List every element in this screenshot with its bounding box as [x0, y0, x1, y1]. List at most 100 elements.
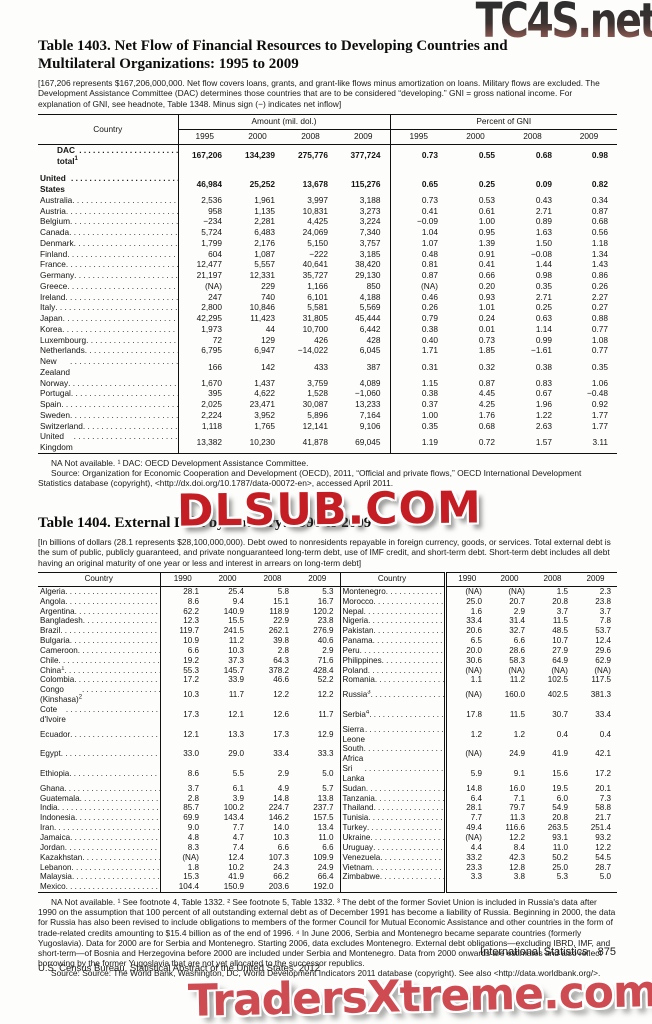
table-row: Algeria 28.1 25.4 5.8 5.3 Montenegro (NA) (NA) 1…: [38, 586, 617, 597]
country-cell: Jordan: [38, 842, 161, 853]
value-cell: 1.43: [591, 259, 609, 270]
value-cell: 12.6: [273, 709, 289, 719]
dot-leader: [60, 626, 159, 636]
value-cell: 24.9: [317, 862, 334, 872]
table-row: Indonesia 69.9 143.4 146.2 157.5 Tunisia 7.7 11…: [38, 813, 617, 824]
value-cell: 4,622: [254, 388, 275, 399]
country-cell: Thailand: [339, 803, 447, 814]
value-cell: 2,176: [254, 237, 275, 248]
value-cell: [574, 882, 617, 892]
value-cell: 12,331: [249, 270, 275, 281]
dot-leader: [70, 833, 159, 843]
dot-leader: [72, 195, 177, 206]
value-cell: 23.8: [317, 616, 334, 626]
value-cell: 134,239: [245, 150, 275, 161]
country-cell: Zimbabwe: [339, 872, 447, 883]
value-cell: 5.8: [277, 586, 289, 596]
country-name: Congo (Kinshasa)2: [40, 685, 83, 705]
value-cell: 13,678: [302, 178, 328, 189]
country-cell: Ghana: [38, 783, 161, 794]
country-name: Jordan: [40, 842, 65, 852]
value-cell: 12.1: [183, 729, 199, 739]
value-cell: 6,947: [254, 345, 275, 356]
value-cell: 0.82: [591, 178, 609, 189]
dot-leader: [70, 356, 178, 367]
dot-leader: [364, 607, 442, 617]
value-cell: −0.09: [389, 216, 448, 228]
value-cell: 4.8: [187, 832, 199, 842]
country-cell: DAC total1: [38, 144, 178, 166]
value-cell: 27.9: [552, 645, 568, 655]
country-cell: Bangladesh: [38, 616, 161, 627]
table-row: Netherlands 6,795 6,947 −14,022 6,045 1.71 1.8…: [38, 345, 617, 357]
watermark-tradersxtreme: TradersXtreme.com: [187, 966, 652, 1024]
dot-leader: [70, 636, 159, 646]
value-cell: 10.3: [183, 690, 199, 700]
table-row: Cote d'Ivoire 17.3 12.1 12.6 11.7 Serbia4 17.8…: [38, 705, 617, 725]
dot-leader: [78, 646, 159, 656]
dot-leader: [72, 863, 159, 873]
country-name: Bangladesh: [40, 616, 83, 626]
value-cell: 2.71: [535, 205, 553, 216]
value-cell: 426: [314, 334, 328, 345]
value-cell: 17.2: [183, 675, 199, 685]
dot-leader: [368, 616, 442, 626]
value-cell: 13.3: [228, 729, 244, 739]
value-cell: 0.65: [389, 173, 448, 195]
value-cell: 4.45: [478, 388, 496, 399]
value-cell: (NA): [465, 832, 482, 842]
value-cell: 16.0: [509, 783, 525, 793]
value-cell: 3.11: [592, 436, 609, 447]
footnote: NA Not available. ¹ DAC: OECD Developmen…: [51, 457, 309, 468]
table-row: Lebanon 1.8 10.2 24.3 24.9 Vietnam 23.3 12.8 25.…: [38, 862, 617, 873]
value-cell: 14.0: [273, 823, 289, 833]
value-cell: 66.2: [273, 872, 289, 882]
country-cell: Finland: [38, 249, 178, 260]
value-cell: 1.39: [478, 237, 496, 248]
country-cell: Austria: [38, 206, 178, 217]
source-note: Source: Source: The World Bank, Washingt…: [51, 968, 601, 979]
value-cell: 192.0: [313, 882, 334, 892]
value-cell: 0.35: [591, 361, 609, 372]
value-cell: 1.08: [591, 334, 609, 345]
value-cell: [337, 166, 390, 173]
country-cell: Turkey: [339, 823, 447, 833]
value-cell: 0.68: [535, 150, 553, 161]
value-cell: 14.8: [466, 783, 482, 793]
value-cell: 41.9: [228, 872, 244, 882]
value-cell: 13,233: [355, 399, 381, 410]
table-row: Luxembourg 72 129 426 428 0.40 0.73 0.99 1.08: [38, 334, 617, 346]
country-cell: Uruguay: [339, 842, 447, 853]
value-cell: 2.9: [277, 769, 289, 778]
value-cell: 0.66: [478, 270, 496, 281]
value-cell: 157.5: [313, 813, 334, 823]
value-cell: −14,022: [297, 345, 328, 356]
value-cell: 31,805: [302, 313, 328, 324]
country-name: Portugal: [40, 388, 71, 399]
value-cell: 11.7: [228, 690, 244, 700]
value-cell: 1.76: [478, 409, 496, 420]
dot-leader: [380, 872, 442, 882]
dot-leader: [67, 249, 177, 260]
value-cell: 28.6: [509, 645, 525, 655]
dot-leader: [360, 646, 442, 656]
country-name: Venezuela: [342, 852, 381, 862]
dot-leader: [74, 270, 177, 281]
value-cell: 32.7: [509, 626, 525, 636]
dot-leader: [374, 597, 442, 607]
country-name: Luxembourg: [40, 334, 87, 345]
table-row: Sweden 2,224 3,952 5,896 7,164 1.00 1.76 1.22 1.…: [38, 409, 617, 421]
country-cell: Serbia4: [339, 705, 447, 725]
value-cell: 23,471: [249, 399, 275, 410]
dot-leader: [65, 843, 159, 853]
country-name: Panama: [342, 636, 373, 646]
value-cell: 20.6: [466, 626, 482, 636]
table-row: India 85.7 100.2 224.7 237.7 Thailand 28.1 79.7…: [38, 803, 617, 814]
dot-leader: [374, 803, 442, 813]
value-cell: 29,130: [355, 270, 381, 281]
dot-leader: [367, 823, 442, 833]
value-cell: −222: [309, 248, 328, 259]
value-cell: 33.4: [595, 709, 611, 719]
value-cell: 0.88: [591, 313, 609, 324]
